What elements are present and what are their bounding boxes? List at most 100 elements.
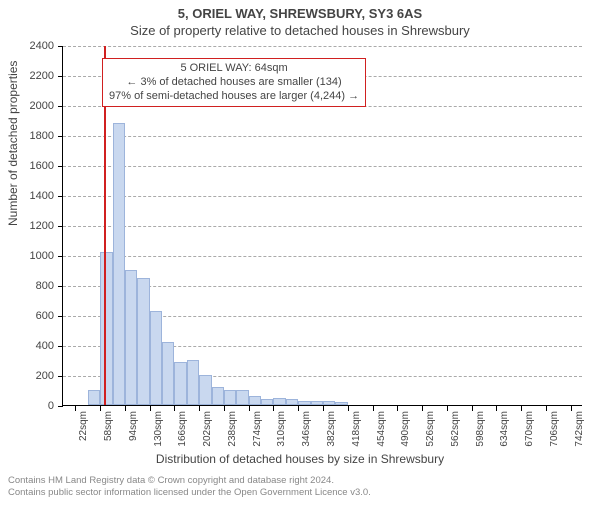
xtick-label: 58sqm [103,411,114,456]
histogram-bar [113,123,125,405]
ytick-mark [58,406,63,407]
histogram-bar [88,390,100,405]
xtick-mark [546,406,547,411]
ytick-label: 400 [0,340,54,352]
xtick-label: 274sqm [252,411,263,456]
ytick-mark [58,76,63,77]
xtick-label: 562sqm [450,411,461,456]
xtick-mark [571,406,572,411]
xtick-mark [249,406,250,411]
histogram-bar [249,396,261,405]
xtick-label: 526sqm [425,411,436,456]
footer-attribution: Contains HM Land Registry data © Crown c… [8,475,592,498]
xtick-mark [273,406,274,411]
histogram-bar [298,401,310,406]
histogram-bar [187,360,199,405]
ytick-label: 1400 [0,190,54,202]
ytick-mark [58,256,63,257]
xtick-mark [199,406,200,411]
histogram-bar [212,387,224,405]
histogram-bar [199,375,211,405]
histogram-bar [125,270,137,405]
xtick-label: 202sqm [202,411,213,456]
xtick-label: 94sqm [128,411,139,456]
gridline [63,46,582,47]
xtick-label: 742sqm [574,411,585,456]
ytick-mark [58,376,63,377]
xtick-mark [472,406,473,411]
xtick-label: 418sqm [351,411,362,456]
ytick-mark [58,346,63,347]
xtick-mark [496,406,497,411]
gridline [63,196,582,197]
ytick-label: 200 [0,370,54,382]
xtick-label: 22sqm [78,411,89,456]
ytick-mark [58,166,63,167]
gridline [63,256,582,257]
xtick-mark [422,406,423,411]
xtick-mark [397,406,398,411]
histogram-bar [137,278,149,406]
x-axis-label: Distribution of detached houses by size … [0,452,600,466]
ytick-mark [58,286,63,287]
ytick-mark [58,46,63,47]
xtick-mark [323,406,324,411]
ytick-label: 2200 [0,70,54,82]
chart-area: 5 ORIEL WAY: 64sqm ← 3% of detached hous… [62,46,582,406]
gridline [63,226,582,227]
xtick-label: 130sqm [153,411,164,456]
xtick-label: 346sqm [301,411,312,456]
gridline [63,166,582,167]
xtick-label: 634sqm [499,411,510,456]
xtick-mark [298,406,299,411]
xtick-mark [150,406,151,411]
histogram-bar [174,362,186,406]
xtick-label: 670sqm [524,411,535,456]
ytick-label: 600 [0,310,54,322]
xtick-mark [75,406,76,411]
xtick-mark [174,406,175,411]
histogram-bar [150,311,162,406]
xtick-label: 490sqm [400,411,411,456]
histogram-bar [261,399,273,405]
ytick-mark [58,136,63,137]
xtick-mark [447,406,448,411]
histogram-bar [224,390,236,405]
xtick-label: 310sqm [276,411,287,456]
xtick-mark [100,406,101,411]
ytick-mark [58,106,63,107]
ytick-label: 1800 [0,130,54,142]
marker-info-box: 5 ORIEL WAY: 64sqm ← 3% of detached hous… [102,58,366,107]
xtick-label: 598sqm [475,411,486,456]
footer-line-1: Contains HM Land Registry data © Crown c… [8,475,592,486]
histogram-bar [273,398,285,406]
histogram-bar [236,390,248,405]
histogram-bar [162,342,174,405]
histogram-bar [286,399,298,405]
chart-title-main: 5, ORIEL WAY, SHREWSBURY, SY3 6AS [0,6,600,21]
xtick-label: 238sqm [227,411,238,456]
ytick-label: 1000 [0,250,54,262]
xtick-mark [224,406,225,411]
xtick-mark [373,406,374,411]
ytick-label: 1200 [0,220,54,232]
info-line-3: 97% of semi-detached houses are larger (… [109,90,359,104]
xtick-mark [348,406,349,411]
xtick-label: 382sqm [326,411,337,456]
info-line-1: 5 ORIEL WAY: 64sqm [109,62,359,76]
ytick-mark [58,316,63,317]
ytick-label: 1600 [0,160,54,172]
histogram-bar [323,401,335,406]
ytick-label: 0 [0,400,54,412]
xtick-label: 706sqm [549,411,560,456]
ytick-label: 2400 [0,40,54,52]
chart-title-sub: Size of property relative to detached ho… [0,23,600,38]
histogram-bar [100,252,112,405]
ytick-label: 2000 [0,100,54,112]
xtick-label: 166sqm [177,411,188,456]
ytick-mark [58,196,63,197]
gridline [63,136,582,137]
histogram-bar [335,402,347,405]
footer-line-2: Contains public sector information licen… [8,487,592,498]
histogram-bar [311,401,323,406]
